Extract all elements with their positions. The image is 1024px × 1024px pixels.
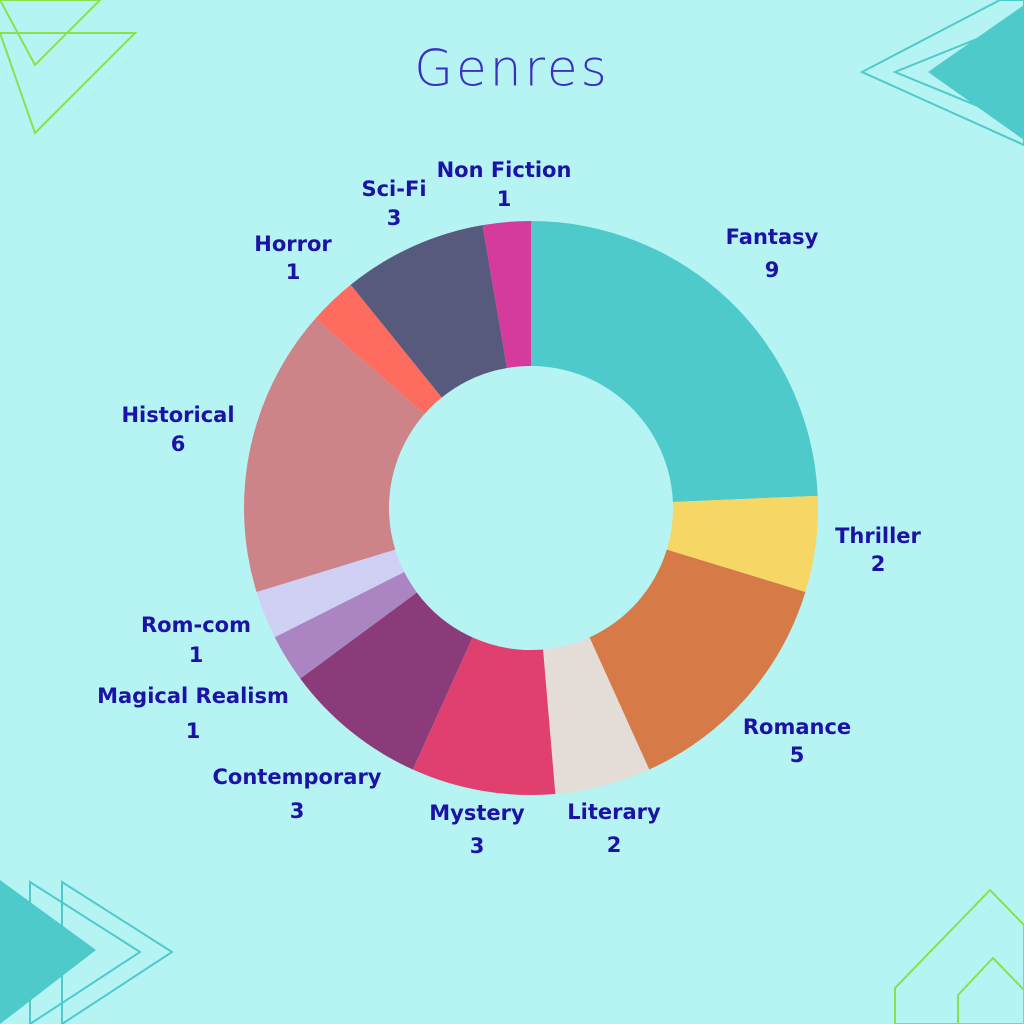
slice-label: Literary (567, 800, 661, 824)
slice-label: Romance (743, 715, 851, 739)
donut-slice (543, 637, 650, 794)
slice-value: 1 (186, 719, 201, 743)
donut-slice (315, 284, 442, 415)
donut-slice (589, 549, 806, 770)
slice-label: Rom-com (141, 613, 251, 637)
donut-slice (412, 637, 556, 795)
donut-slice (243, 318, 425, 593)
chart-title: Genres (414, 40, 609, 98)
slice-value: 1 (286, 260, 301, 284)
deco-triangle (892, 18, 1024, 127)
deco-triangle (0, 880, 96, 1024)
slice-value: 2 (871, 552, 886, 576)
deco-triangle (859, 0, 1024, 147)
slice-value: 6 (171, 432, 186, 456)
donut-slice (350, 225, 508, 398)
donut-slice (274, 571, 417, 679)
slice-label: Thriller (835, 524, 921, 548)
donut-slice (666, 495, 818, 593)
slice-label: Non Fiction (437, 158, 572, 182)
slice-label: Sci-Fi (361, 177, 426, 201)
slice-value: 3 (290, 799, 305, 823)
slice-label: Mystery (429, 801, 525, 825)
deco-triangle (957, 956, 1024, 1024)
slice-value: 2 (607, 833, 622, 857)
deco-triangle (61, 880, 174, 1024)
slice-label: Contemporary (213, 765, 382, 789)
slice-value: 1 (497, 187, 512, 211)
deco-triangle (0, 32, 138, 135)
slice-label: Horror (254, 232, 332, 256)
donut-slice (531, 221, 818, 502)
slice-label: Fantasy (726, 225, 819, 249)
slice-value: 5 (790, 743, 805, 767)
slice-value: 3 (470, 834, 485, 858)
donut-slice (482, 221, 531, 369)
deco-triangle (894, 888, 1024, 1024)
slice-label: Magical Realism (97, 684, 289, 708)
slice-value: 3 (387, 206, 402, 230)
slice-value: 1 (189, 643, 204, 667)
slice-label: Historical (121, 403, 234, 427)
donut-slice (300, 592, 473, 770)
deco-triangle (29, 880, 142, 1024)
slice-value: 9 (765, 258, 780, 282)
donut-slice (256, 549, 405, 638)
deco-triangle (928, 5, 1024, 140)
